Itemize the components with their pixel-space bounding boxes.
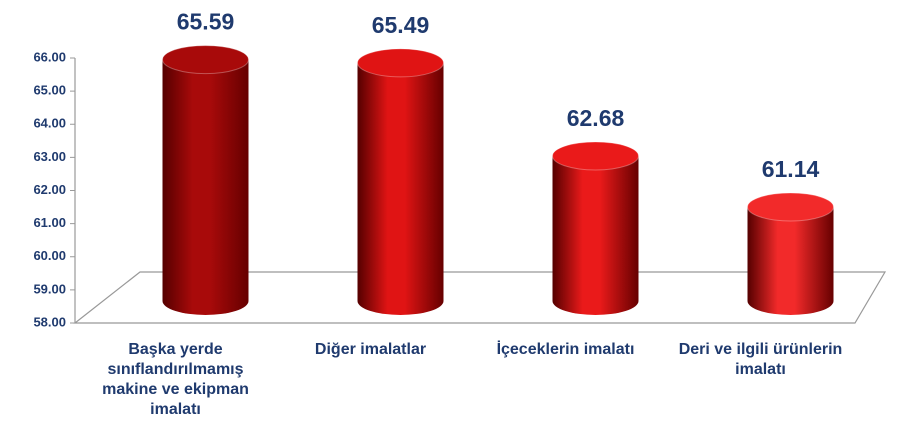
bar-top [747,192,834,222]
value-label: 61.14 [762,156,820,182]
bar [162,59,249,316]
x-tick-label: Başka yerde sınıflandırılmamış makine ve… [102,341,249,418]
x-tick-label: Diğer imalatlar [314,341,427,358]
x-tick-label: İçeceklerin imalatı [496,341,635,358]
y-tick-label: 58.00 [33,314,66,329]
y-tick-label: 62.00 [33,182,66,197]
y-tick-label: 64.00 [33,116,66,131]
y-tick-label: 65.00 [33,83,66,98]
floor [73,271,887,324]
y-tick-label: 60.00 [33,248,66,263]
value-label: 65.49 [372,12,430,38]
value-label: 65.59 [177,9,235,35]
y-tick-label: 66.00 [33,49,66,64]
bar-top [162,45,249,75]
y-tick-label: 63.00 [33,149,66,164]
bar [747,206,834,316]
bar-top [552,141,639,171]
bar [552,155,639,316]
y-tick-label: 59.00 [33,281,66,296]
value-label: 62.68 [567,105,625,131]
x-tick-label: Deri ve ilgili ürünlerin imalatı [678,341,843,378]
bar-top [357,48,444,78]
y-tick-label: 61.00 [33,215,66,230]
bar [357,62,444,316]
